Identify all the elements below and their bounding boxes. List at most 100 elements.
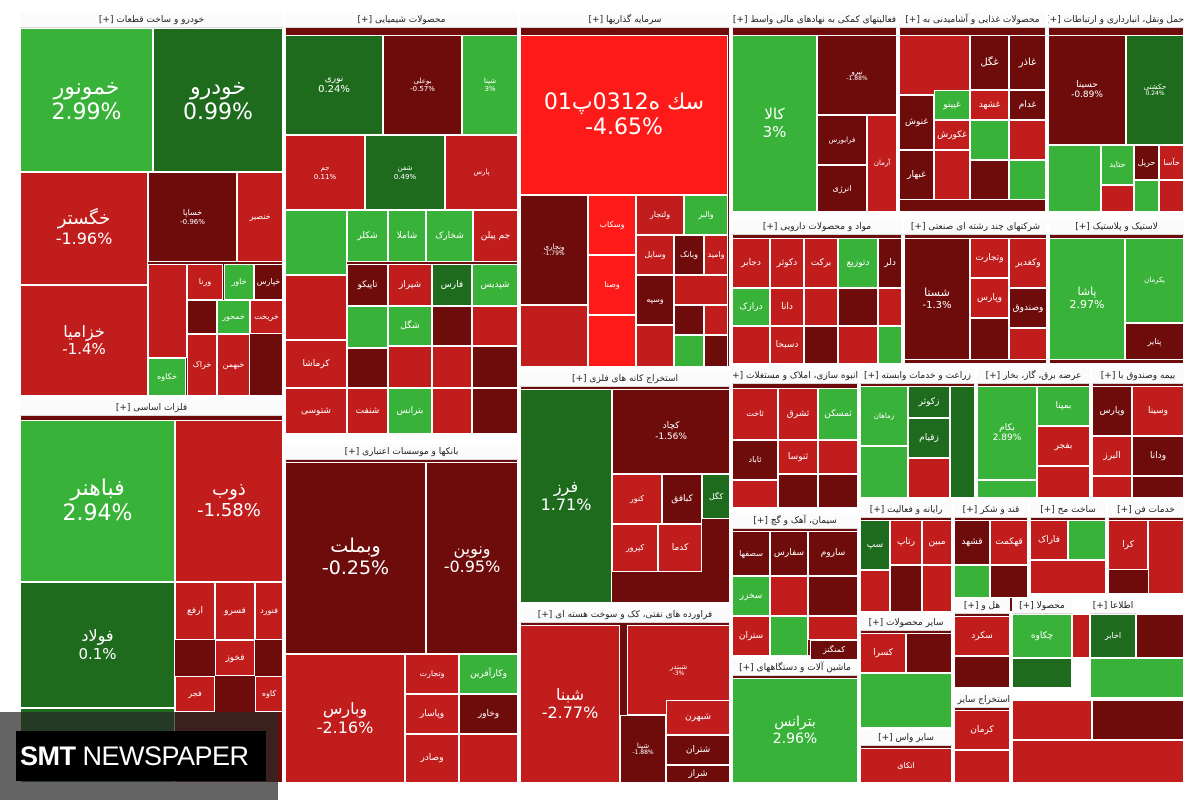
- tile-change: -0.96%: [180, 217, 205, 226]
- treemap-filler-tile: [1101, 185, 1134, 212]
- treemap-tile: خزامیا -1.4%: [20, 285, 148, 396]
- tile-symbol: فرز: [553, 476, 579, 496]
- treemap-tile: سك ه0312پ01 -4.65%: [520, 35, 728, 195]
- tile-symbol: وکغدیر: [1015, 257, 1041, 268]
- tile-change: 3%: [762, 122, 787, 141]
- tile-symbol: شستا: [924, 285, 950, 299]
- tile-symbol: کدما: [671, 542, 689, 553]
- tile-symbol: حآسا: [1163, 157, 1180, 167]
- tile-symbol: کسرا: [873, 647, 893, 658]
- tile-change: -1.96%: [55, 228, 113, 248]
- treemap-tile: کرا: [1108, 520, 1148, 570]
- tile-change: 0.99%: [183, 100, 253, 125]
- treemap-tile: کرمان: [954, 710, 1010, 750]
- treemap-filler-tile: [1012, 740, 1184, 783]
- sector-header: سایر محصولات [+]: [860, 615, 952, 631]
- tile-symbol: بترانس: [774, 714, 816, 731]
- tile-symbol: وسایل: [644, 250, 666, 260]
- tile-change: 0.11%: [313, 172, 337, 181]
- treemap-tile: شتوسی: [285, 388, 347, 434]
- treemap-tile: خاور: [224, 264, 254, 300]
- treemap-tile: نیرو -1.88%: [817, 35, 897, 115]
- treemap-filler-tile: [950, 386, 975, 498]
- treemap-filler-tile: [808, 616, 858, 640]
- treemap-tile: ثشرق: [778, 388, 818, 440]
- sector-header: لاستیک و پلاستیک [+]: [1049, 219, 1184, 235]
- tile-symbol: خودرو: [189, 74, 246, 100]
- treemap-tile: دسبحا: [770, 326, 804, 364]
- treemap-tile: کاوه: [255, 676, 283, 712]
- treemap-tile: وتجارت: [405, 654, 459, 694]
- tile-symbol: کنور: [629, 494, 645, 504]
- tile-symbol: خساپا: [182, 208, 203, 218]
- tile-symbol: سك ه0312پ01: [543, 89, 705, 115]
- watermark-brand: SMT: [20, 741, 76, 771]
- treemap-tile: حسینا -0.89%: [1048, 35, 1126, 145]
- treemap-filler-tile: [990, 565, 1028, 598]
- treemap-filler-tile: [804, 288, 838, 326]
- treemap-filler-tile: [1134, 180, 1159, 212]
- sector-header: هل و [+]: [954, 598, 1010, 614]
- tile-symbol: دلر: [884, 257, 896, 268]
- treemap-tile: غدام: [1009, 90, 1046, 120]
- tile-symbol: پتایر: [1147, 336, 1162, 346]
- treemap-filler-tile: [860, 673, 952, 728]
- treemap-tile: شفن 0.49%: [365, 135, 445, 210]
- treemap-tile: درازک: [732, 288, 770, 326]
- sector-header: مواد و محصولات دارویی [+]: [732, 219, 902, 235]
- treemap-tile: وپاسار: [405, 694, 459, 734]
- treemap-tile: کگل: [702, 474, 730, 519]
- treemap-tile: نوری 0.24%: [285, 35, 383, 135]
- tile-change: -0.89%: [1071, 90, 1103, 100]
- treemap-tile: وسینا: [1132, 386, 1184, 436]
- treemap-tile: بفجر: [1037, 426, 1090, 466]
- tile-symbol: بکام: [999, 422, 1015, 433]
- treemap-tile: ذوب -1.58%: [175, 420, 283, 582]
- treemap-filler-tile: [732, 480, 778, 508]
- tile-symbol: شراز: [688, 768, 708, 779]
- treemap-filler-tile: [970, 120, 1009, 160]
- sector-header: انبوه سازی، املاک و مستغلات [+]: [732, 368, 858, 384]
- treemap-tile: زماهان: [860, 386, 908, 446]
- treemap-filler-tile: [860, 570, 890, 612]
- treemap-tile: خمونور 2.99%: [20, 28, 153, 172]
- treemap-tile: وپارس: [970, 278, 1009, 318]
- treemap-tile: کسرا: [860, 633, 906, 673]
- treemap-tile: فاراک: [1030, 520, 1068, 560]
- treemap-tile: فولاد 0.1%: [20, 582, 175, 708]
- tile-symbol: ساروم: [820, 548, 846, 559]
- treemap-tile: کمنگنز: [810, 640, 858, 660]
- sector-header: زراعت و خدمات وابسته [+]: [860, 368, 975, 384]
- tile-change: 2.99%: [51, 100, 122, 125]
- treemap-tile: زکوثر: [908, 386, 950, 418]
- treemap-filler-tile: [954, 565, 990, 598]
- tile-symbol: ونوین: [453, 538, 491, 558]
- treemap-tile: فارس: [432, 264, 472, 306]
- treemap-filler-tile: [838, 326, 878, 364]
- tile-symbol: پاشا: [1077, 285, 1097, 299]
- treemap-tile: دانا: [770, 288, 804, 326]
- tile-change: -0.95%: [443, 557, 501, 576]
- treemap-tile: انرژی: [817, 165, 867, 212]
- tile-symbol: بوعلی: [413, 76, 432, 85]
- tile-change: -0.25%: [321, 557, 390, 579]
- tile-symbol: کچاد: [662, 421, 680, 432]
- tile-change: -2.16%: [316, 717, 374, 737]
- treemap-filler-tile: [1136, 614, 1184, 658]
- treemap-tile: خنصیر: [237, 172, 283, 262]
- sector-header: خدمات فن [+]: [1108, 502, 1184, 518]
- treemap-tile: شاملا: [388, 210, 426, 262]
- treemap-tile: غنوش: [899, 95, 934, 150]
- tile-symbol: کبافق: [671, 493, 693, 504]
- treemap-filler-tile: [1072, 614, 1090, 658]
- treemap-tile: فرز 1.71%: [520, 389, 612, 603]
- treemap-tile: وکارآفرین: [459, 654, 518, 694]
- tile-symbol: فسرو: [224, 605, 246, 616]
- treemap-tile: ورنا: [187, 264, 223, 300]
- sector-header: سیمان، آهک و گچ [+]: [732, 513, 858, 529]
- treemap-tile: شبنا -2.77%: [520, 625, 620, 783]
- tile-symbol: حتاید: [1109, 160, 1126, 170]
- treemap-tile: ثاباد: [732, 440, 778, 480]
- treemap-tile: قشهد: [954, 520, 990, 565]
- treemap-tile: والبر: [684, 195, 728, 235]
